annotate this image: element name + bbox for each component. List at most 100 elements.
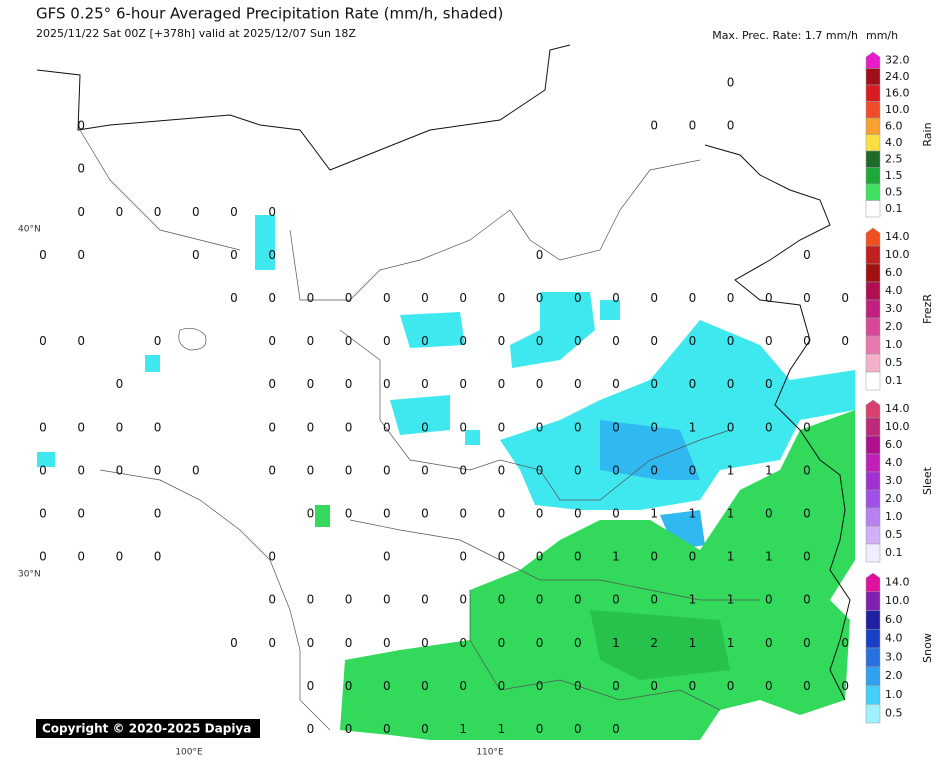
station-value: 0 (268, 205, 276, 219)
colorbar-segment (865, 704, 881, 724)
colorbar-segment (865, 200, 881, 218)
station-value: 0 (154, 507, 162, 521)
station-value: 1 (727, 550, 735, 564)
station-value: 0 (536, 291, 544, 305)
station-value: 0 (650, 550, 658, 564)
station-value: 0 (841, 679, 849, 693)
station-values: 0 0 0 0 0 0 0 0 0 0 0 0 0 0 0 0 0 0 0 0 0 0 0 0 0 0 0 0 0 0 0 0 0 0 0 0 0 0 0 0… (39, 76, 849, 737)
lat-label: 40°N (18, 225, 41, 235)
colorbar-segment (865, 507, 881, 527)
station-value: 0 (230, 205, 238, 219)
colorbar-label: 0.1 (885, 202, 903, 215)
colorbar-label: 1.0 (885, 688, 903, 701)
station-value: 0 (727, 76, 735, 90)
northern-border (36, 44, 571, 171)
province-borders (79, 129, 701, 731)
station-value: 0 (612, 291, 620, 305)
station-value: 0 (345, 291, 353, 305)
station-value: 0 (421, 679, 429, 693)
station-value: 0 (459, 463, 467, 477)
station-value: 0 (268, 636, 276, 650)
station-value: 0 (650, 463, 658, 477)
colorbar-segment (865, 417, 881, 437)
colorbar-label: 14.0 (885, 402, 910, 415)
colorbar-label: 24.0 (885, 70, 910, 83)
station-value: 0 (803, 550, 811, 564)
station-value: 0 (841, 291, 849, 305)
colorbar-segment (865, 610, 881, 630)
colorbar-segment (865, 453, 881, 473)
station-value: 0 (498, 550, 506, 564)
colorbar-label: 2.0 (885, 492, 903, 505)
station-value: 0 (574, 550, 582, 564)
station-value: 0 (536, 722, 544, 736)
station-value: 0 (421, 593, 429, 607)
station-value: 0 (803, 679, 811, 693)
colorbars: 32.0 24.0 16.0 10.0 6.0 4.0 2.5 1.5 0.5 0.1 Rain 14… (865, 51, 934, 724)
colorbar-label: 14.0 (885, 230, 910, 243)
station-value: 0 (727, 119, 735, 133)
station-value: 0 (345, 679, 353, 693)
colorbar-name: Snow (921, 633, 934, 663)
colorbar-label: 3.0 (885, 302, 903, 315)
station-value: 0 (689, 119, 697, 133)
station-value: 0 (383, 291, 391, 305)
colorbar-label: 2.0 (885, 669, 903, 682)
station-value: 0 (39, 334, 47, 348)
colorbar-segment (865, 489, 881, 509)
station-value: 0 (765, 291, 773, 305)
station-value: 0 (39, 420, 47, 434)
station-value: 0 (650, 593, 658, 607)
station-value: 0 (459, 593, 467, 607)
station-value: 0 (116, 463, 124, 477)
colorbar-label: 0.5 (885, 185, 903, 198)
station-value: 0 (536, 593, 544, 607)
station-value: 0 (39, 507, 47, 521)
colorbar-label: 2.0 (885, 320, 903, 333)
station-value: 0 (574, 463, 582, 477)
cyan-area (390, 292, 855, 510)
station-value: 0 (230, 636, 238, 650)
station-value: 0 (307, 722, 315, 736)
colorbar-segment (865, 263, 881, 283)
coastline (704, 144, 851, 701)
station-value: 0 (154, 463, 162, 477)
station-value: 0 (689, 679, 697, 693)
station-value: 0 (841, 636, 849, 650)
station-value: 1 (689, 593, 697, 607)
station-value: 0 (383, 463, 391, 477)
lake (178, 328, 207, 351)
station-value: 0 (498, 593, 506, 607)
station-value: 0 (689, 463, 697, 477)
colorbar-label: 2.5 (885, 152, 903, 165)
station-value: 1 (765, 463, 773, 477)
station-value: 0 (116, 420, 124, 434)
station-value: 0 (268, 248, 276, 262)
map-area: 0 0 0 0 0 0 0 0 0 0 0 0 0 0 0 0 0 0 0 0 0 0 0 0 0 0 0 0 0 0 0 0 0 0 0 0 0 0 0 0… (36, 43, 858, 740)
station-value: 1 (727, 463, 735, 477)
station-value: 0 (803, 334, 811, 348)
station-value: 0 (650, 119, 658, 133)
station-value: 0 (116, 377, 124, 391)
station-value: 0 (727, 291, 735, 305)
colorbar-segment (865, 647, 881, 667)
station-value: 0 (574, 377, 582, 391)
station-value: 0 (268, 463, 276, 477)
station-value: 0 (498, 636, 506, 650)
station-value: 1 (498, 722, 506, 736)
station-value: 0 (574, 291, 582, 305)
station-value: 0 (307, 334, 315, 348)
station-value: 0 (574, 334, 582, 348)
colorbar-label: 1.0 (885, 338, 903, 351)
colorbar-segment (865, 666, 881, 686)
colorbar-segment (865, 629, 881, 649)
station-value: 0 (383, 722, 391, 736)
colorbar-label: 0.1 (885, 374, 903, 387)
station-value: 0 (345, 420, 353, 434)
colorbar-label: 0.5 (885, 707, 903, 720)
station-value: 0 (650, 377, 658, 391)
station-value: 0 (459, 420, 467, 434)
colorbar-label: 1.0 (885, 510, 903, 523)
